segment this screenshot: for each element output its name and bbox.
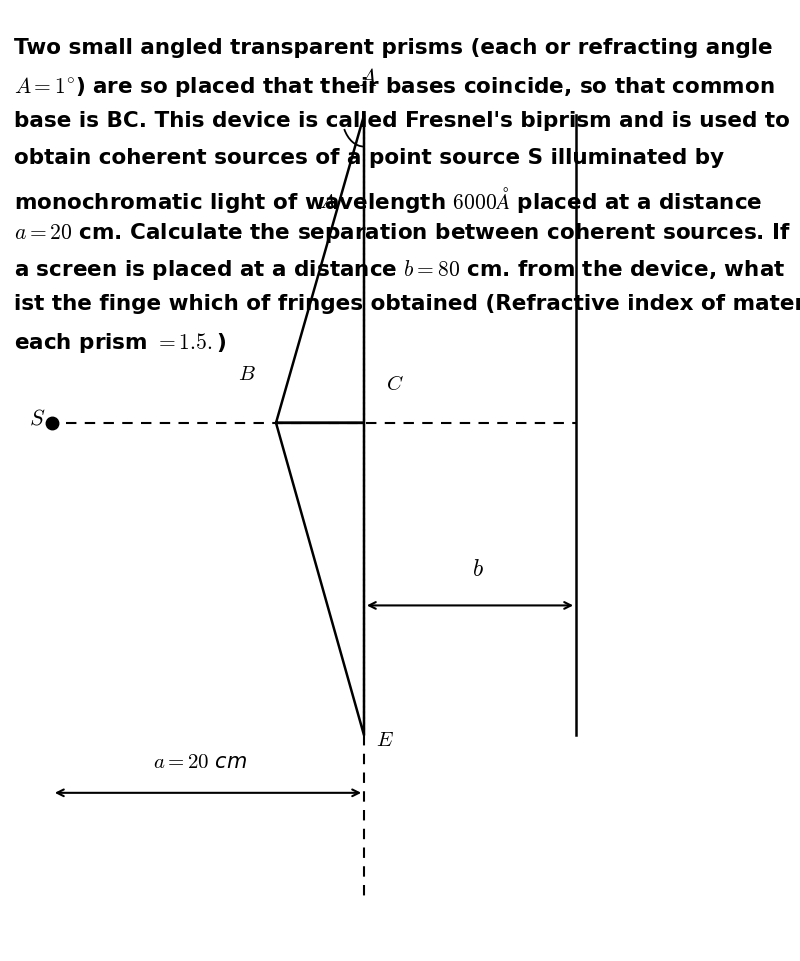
Text: obtain coherent sources of a point source S illuminated by: obtain coherent sources of a point sourc… bbox=[14, 148, 725, 168]
Text: $B$: $B$ bbox=[238, 364, 256, 384]
Text: $A$: $A$ bbox=[358, 67, 378, 91]
Text: $A=1^{\circ}$) are so placed that their bases coincide, so that common: $A=1^{\circ}$) are so placed that their … bbox=[14, 75, 775, 99]
Text: each prism $=1.5.$): each prism $=1.5.$) bbox=[14, 331, 226, 355]
Text: Two small angled transparent prisms (each or refracting angle: Two small angled transparent prisms (eac… bbox=[14, 38, 773, 59]
Text: $a=20$ cm: $a=20$ cm bbox=[153, 752, 247, 772]
Text: ist the finge which of fringes obtained (Refractive index of material of: ist the finge which of fringes obtained … bbox=[14, 294, 800, 314]
Text: monochromatic light of wavelength $6000\AA$ placed at a distance: monochromatic light of wavelength $6000\… bbox=[14, 185, 762, 214]
Text: a screen is placed at a distance $b=80$ cm. from the device, what: a screen is placed at a distance $b=80$ … bbox=[14, 258, 786, 282]
Text: $A$: $A$ bbox=[319, 192, 337, 211]
Text: base is BC. This device is called Fresnel's biprism and is used to: base is BC. This device is called Fresne… bbox=[14, 111, 790, 132]
Text: $a=20$ cm. Calculate the separation between coherent sources. If: $a=20$ cm. Calculate the separation betw… bbox=[14, 221, 791, 245]
Text: $b$: $b$ bbox=[472, 557, 484, 581]
Text: $S$: $S$ bbox=[30, 409, 46, 429]
Text: $E$: $E$ bbox=[376, 730, 394, 751]
Text: $C$: $C$ bbox=[386, 374, 404, 394]
